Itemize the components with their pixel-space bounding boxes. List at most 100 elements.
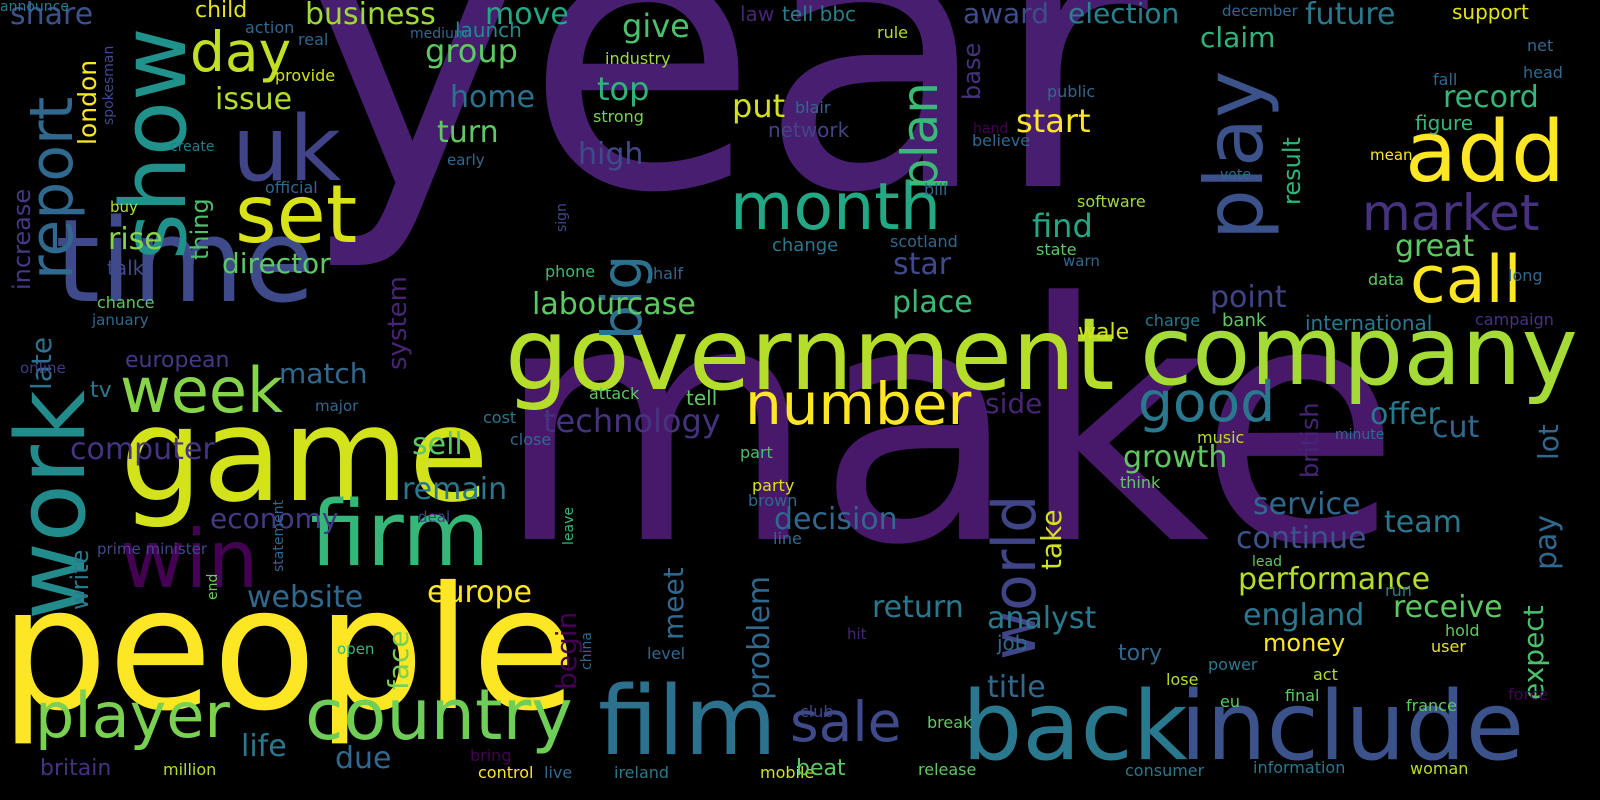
word-tv: tv bbox=[90, 378, 112, 403]
word-half: half bbox=[653, 264, 684, 283]
word-life: life bbox=[241, 729, 287, 764]
word-attack: attack bbox=[589, 384, 640, 403]
word-england: england bbox=[1243, 598, 1365, 633]
word-bring: bring bbox=[470, 746, 512, 765]
word-state: state bbox=[1036, 240, 1077, 259]
word-power: power bbox=[1208, 655, 1258, 674]
word-line: line bbox=[773, 529, 802, 548]
word-team: team bbox=[1384, 505, 1462, 540]
word-january: january bbox=[92, 311, 149, 329]
word-announce: announce bbox=[0, 0, 69, 15]
word-prime-minister: prime minister bbox=[97, 540, 208, 558]
word-day: day bbox=[190, 20, 292, 84]
word-woman: woman bbox=[1410, 759, 1469, 778]
word-early: early bbox=[447, 151, 485, 169]
word-add: add bbox=[1405, 103, 1565, 202]
word-france: france bbox=[1406, 696, 1457, 715]
word-begin: begin bbox=[550, 611, 583, 690]
word-set: set bbox=[235, 168, 358, 261]
word-director: director bbox=[222, 247, 331, 280]
word-net: net bbox=[1527, 36, 1554, 55]
word-statement: statement bbox=[271, 499, 287, 572]
word-rise: rise bbox=[108, 222, 163, 257]
word-make: make bbox=[495, 233, 1402, 617]
word-ireland: ireland bbox=[614, 763, 670, 782]
word-wale: wale bbox=[1078, 320, 1130, 345]
word-long: long bbox=[1508, 266, 1543, 285]
word-official: official bbox=[265, 178, 318, 197]
word-buy: buy bbox=[110, 198, 138, 216]
word-mean: mean bbox=[1370, 146, 1413, 164]
word-music: music bbox=[1197, 428, 1245, 447]
word-result: result bbox=[1278, 137, 1306, 205]
word-firm: firm bbox=[310, 482, 490, 587]
word-end: end bbox=[205, 573, 221, 600]
word-consumer: consumer bbox=[1125, 761, 1205, 780]
word-time: time bbox=[55, 195, 315, 329]
word-company: company bbox=[1140, 297, 1578, 407]
word-film: film bbox=[598, 667, 777, 777]
word-believe: believe bbox=[972, 131, 1031, 150]
word-change: change bbox=[772, 235, 839, 256]
word-money: money bbox=[1263, 629, 1346, 657]
word-hold: hold bbox=[1445, 621, 1480, 640]
word-tory: tory bbox=[1118, 641, 1163, 666]
word-million: million bbox=[163, 760, 217, 779]
word-club: club bbox=[800, 702, 834, 721]
word-move: move bbox=[485, 0, 569, 32]
word-issue: issue bbox=[215, 82, 293, 117]
word-lot: lot bbox=[1532, 424, 1565, 460]
word-bank: bank bbox=[1222, 310, 1267, 331]
word-data: data bbox=[1368, 270, 1405, 289]
word-star: star bbox=[893, 247, 952, 282]
word-website: website bbox=[247, 580, 364, 615]
word-labourcase: labourcase bbox=[532, 287, 696, 322]
word-service: service bbox=[1253, 487, 1361, 522]
word-warn: warn bbox=[1063, 252, 1100, 270]
word-people: people bbox=[0, 551, 577, 749]
word-force: force bbox=[1508, 685, 1549, 704]
word-home: home bbox=[450, 80, 536, 115]
word-action: action bbox=[245, 18, 295, 37]
word-play: play bbox=[1188, 70, 1281, 240]
word-return: return bbox=[872, 590, 964, 625]
word-british: british bbox=[1296, 402, 1324, 478]
word-act: act bbox=[1313, 665, 1338, 684]
word-face: face bbox=[382, 630, 415, 690]
word-thing: thing bbox=[186, 198, 214, 260]
word-hand: hand bbox=[973, 121, 1009, 137]
word-number: number bbox=[745, 370, 972, 438]
word-launch: launch bbox=[455, 18, 522, 42]
word-support: support bbox=[1452, 0, 1529, 24]
word-open: open bbox=[337, 640, 375, 658]
word-mobile: mobile bbox=[760, 763, 815, 782]
word-award: award bbox=[963, 0, 1050, 30]
word-provide: provide bbox=[275, 66, 336, 85]
word-plan: plan bbox=[891, 82, 949, 190]
word-online: online bbox=[20, 359, 66, 377]
word-economy: economy bbox=[210, 502, 339, 535]
word-great: great bbox=[1395, 229, 1475, 264]
word-cut: cut bbox=[1432, 410, 1480, 445]
word-take: take bbox=[1035, 509, 1068, 570]
word-government: government bbox=[505, 296, 1115, 413]
word-offer: offer bbox=[1370, 397, 1440, 432]
word-brown: brown bbox=[748, 491, 798, 510]
word-sale: sale bbox=[790, 690, 902, 754]
word-write: write bbox=[66, 549, 94, 610]
word-find: find bbox=[1032, 207, 1093, 245]
word-industry: industry bbox=[605, 49, 671, 68]
word-job: job bbox=[997, 631, 1028, 655]
word-part: part bbox=[740, 443, 773, 462]
word-pay: pay bbox=[1529, 514, 1564, 570]
word-beat: beat bbox=[796, 756, 846, 781]
word-problem: problem bbox=[742, 575, 777, 700]
word-lose: lose bbox=[1166, 670, 1199, 689]
word-control: control bbox=[478, 763, 534, 782]
word-london: london bbox=[73, 59, 102, 145]
word-receive: receive bbox=[1393, 590, 1503, 625]
word-win: win bbox=[120, 513, 259, 606]
word-strong: strong bbox=[593, 107, 644, 126]
word-spokesman: spokesman bbox=[101, 45, 117, 125]
word-medium: medium bbox=[410, 26, 468, 42]
